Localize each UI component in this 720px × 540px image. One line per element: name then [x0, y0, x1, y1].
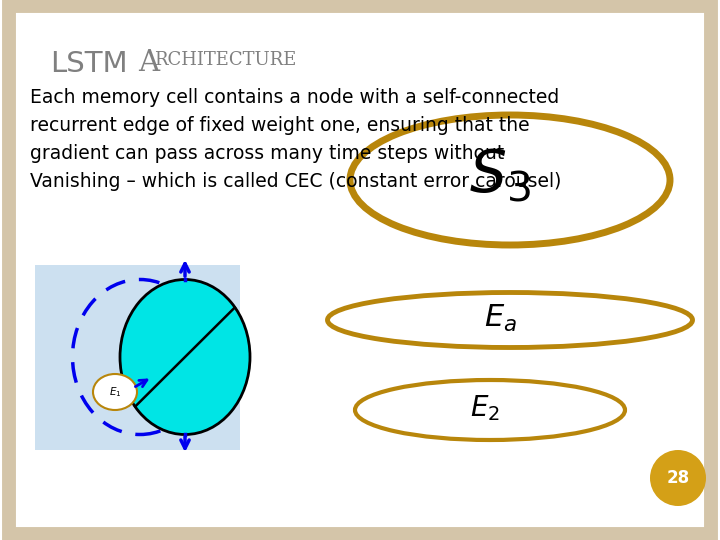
Text: A: A: [138, 49, 159, 77]
Circle shape: [650, 450, 706, 506]
Text: Each memory cell contains a node with a self-connected
recurrent edge of fixed w: Each memory cell contains a node with a …: [30, 88, 562, 191]
Bar: [35, 265, 240, 450]
Text: 28: 28: [667, 469, 690, 487]
Text: $\mathit{E}_a$: $\mathit{E}_a$: [484, 302, 516, 334]
Ellipse shape: [93, 374, 137, 410]
Text: RCHITECTURE: RCHITECTURE: [154, 51, 297, 69]
Ellipse shape: [350, 115, 670, 245]
Ellipse shape: [120, 280, 250, 435]
Ellipse shape: [355, 380, 625, 440]
Ellipse shape: [328, 293, 693, 348]
Text: LSTM: LSTM: [50, 50, 127, 78]
Text: $\mathit{E}_2$: $\mathit{E}_2$: [470, 393, 500, 423]
Text: $E_1$: $E_1$: [109, 385, 121, 399]
Text: $S_3$: $S_3$: [469, 146, 531, 204]
